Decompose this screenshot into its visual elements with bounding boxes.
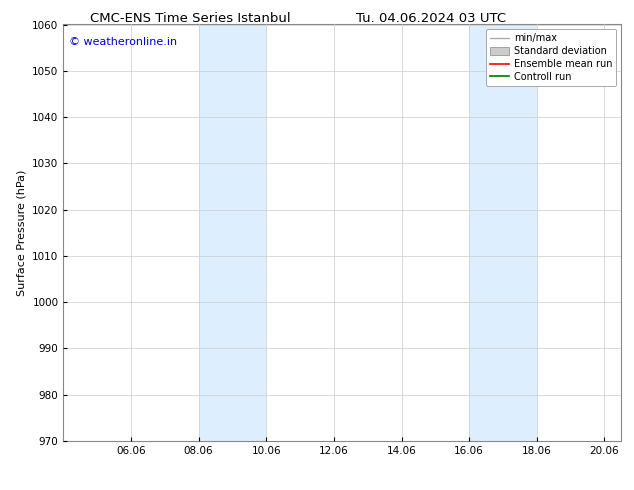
Bar [198,24,266,441]
Bar [469,24,537,441]
Legend: min/max, Standard deviation, Ensemble mean run, Controll run: min/max, Standard deviation, Ensemble me… [486,29,616,86]
Text: © weatheronline.in: © weatheronline.in [69,37,177,47]
Y-axis label: Surface Pressure (hPa): Surface Pressure (hPa) [16,170,27,296]
Text: CMC-ENS Time Series Istanbul: CMC-ENS Time Series Istanbul [90,12,290,25]
Text: Tu. 04.06.2024 03 UTC: Tu. 04.06.2024 03 UTC [356,12,506,25]
